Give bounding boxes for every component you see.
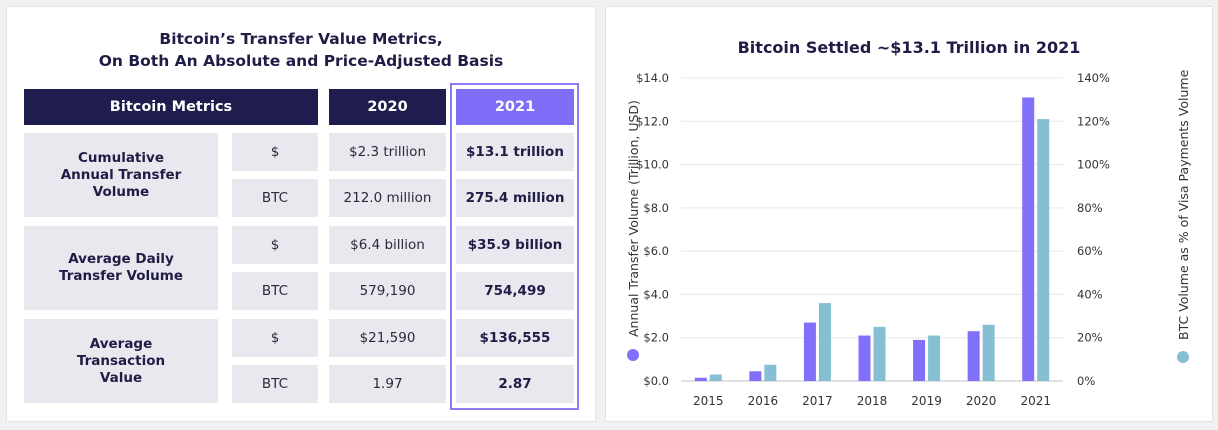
bar-usd-2021 <box>1022 97 1035 381</box>
value-2021: 2.87 <box>456 365 574 403</box>
x-tick-label: 2020 <box>966 394 997 408</box>
bar-usd-2016 <box>749 371 762 381</box>
value-2020: 579,190 <box>329 272 446 310</box>
chart-card: Bitcoin Settled ~$13.1 Trillion in 2021 … <box>605 6 1213 422</box>
y2-tick-label: 140% <box>1077 71 1110 85</box>
value-2021: $35.9 billion <box>456 226 574 264</box>
value-2020: $2.3 trillion <box>329 133 446 171</box>
value-2021: $136,555 <box>456 319 574 357</box>
header-bitcoin-metrics: Bitcoin Metrics <box>24 89 318 125</box>
bar-visa-pct-2016 <box>764 364 777 381</box>
y2-tick-label: 0% <box>1077 374 1095 388</box>
y-tick-label: $8.0 <box>643 201 669 215</box>
header-2021: 2021 <box>456 89 574 125</box>
y-tick-label: $10.0 <box>636 158 669 172</box>
chart-title: Bitcoin Settled ~$13.1 Trillion in 2021 <box>737 38 1081 57</box>
metric-label: Cumulative Annual Transfer Volume <box>24 133 218 217</box>
y-tick-label: $6.0 <box>643 244 669 258</box>
y-tick-label: $14.0 <box>636 71 669 85</box>
y-tick-label: $12.0 <box>636 114 669 128</box>
legend-dot-usd <box>627 349 639 361</box>
metric-label: Average Daily Transfer Volume <box>24 226 218 310</box>
unit-cell: $ <box>232 319 318 357</box>
table-title-line2: On Both An Absolute and Price-Adjusted B… <box>98 52 504 70</box>
y2-tick-label: 100% <box>1077 158 1110 172</box>
y2-tick-label: 80% <box>1077 201 1103 215</box>
x-tick-label: 2016 <box>748 394 779 408</box>
y-tick-label: $2.0 <box>643 331 669 345</box>
highlight-2021-outline <box>450 83 579 410</box>
y-tick-label: $4.0 <box>643 287 669 301</box>
bar-visa-pct-2015 <box>709 374 722 381</box>
value-2020: $6.4 billion <box>329 226 446 264</box>
header-2020: 2020 <box>329 89 446 125</box>
y2-tick-label: 40% <box>1077 287 1103 301</box>
x-tick-label: 2018 <box>857 394 888 408</box>
bar-usd-2020 <box>967 331 980 381</box>
metrics-table-card: Bitcoin’s Transfer Value Metrics, On Bot… <box>6 6 596 422</box>
bar-usd-2018 <box>858 335 871 381</box>
unit-cell: BTC <box>232 179 318 217</box>
x-tick-label: 2015 <box>693 394 724 408</box>
y-tick-label: $0.0 <box>643 374 669 388</box>
value-2021: $13.1 trillion <box>456 133 574 171</box>
x-tick-label: 2021 <box>1020 394 1051 408</box>
unit-cell: BTC <box>232 272 318 310</box>
legend-dot-visa-pct <box>1177 351 1189 363</box>
bar-usd-2015 <box>694 377 707 381</box>
table-title-line1: Bitcoin’s Transfer Value Metrics, <box>159 30 443 48</box>
bar-visa-pct-2021 <box>1037 119 1050 381</box>
y2-tick-label: 120% <box>1077 114 1110 128</box>
bar-usd-2017 <box>803 322 816 381</box>
y-axis-label: Annual Transfer Volume (Trillion, USD) <box>626 100 641 337</box>
bar-visa-pct-2018 <box>873 326 886 381</box>
unit-cell: $ <box>232 226 318 264</box>
bar-visa-pct-2020 <box>982 324 995 381</box>
value-2020: $21,590 <box>329 319 446 357</box>
x-tick-label: 2017 <box>802 394 833 408</box>
y2-tick-label: 20% <box>1077 331 1103 345</box>
bar-chart: $0.0 $2.0 $4.0 $6.0 $8.0 $10.0 $12.0 $14.0 0% 20%… <box>626 69 1191 408</box>
bar-visa-pct-2017 <box>818 303 831 381</box>
unit-cell: BTC <box>232 365 318 403</box>
value-2021: 275.4 million <box>456 179 574 217</box>
value-2020: 1.97 <box>329 365 446 403</box>
value-2020: 212.0 million <box>329 179 446 217</box>
y2-axis-label: BTC Volume as % of Visa Payments Volume <box>1176 69 1191 340</box>
value-2021: 754,499 <box>456 272 574 310</box>
metric-label: Average Transaction Value <box>24 319 218 403</box>
x-tick-label: 2019 <box>911 394 942 408</box>
bar-usd-2019 <box>913 339 926 381</box>
y2-tick-label: 60% <box>1077 244 1103 258</box>
bar-visa-pct-2019 <box>928 335 941 381</box>
unit-cell: $ <box>232 133 318 171</box>
